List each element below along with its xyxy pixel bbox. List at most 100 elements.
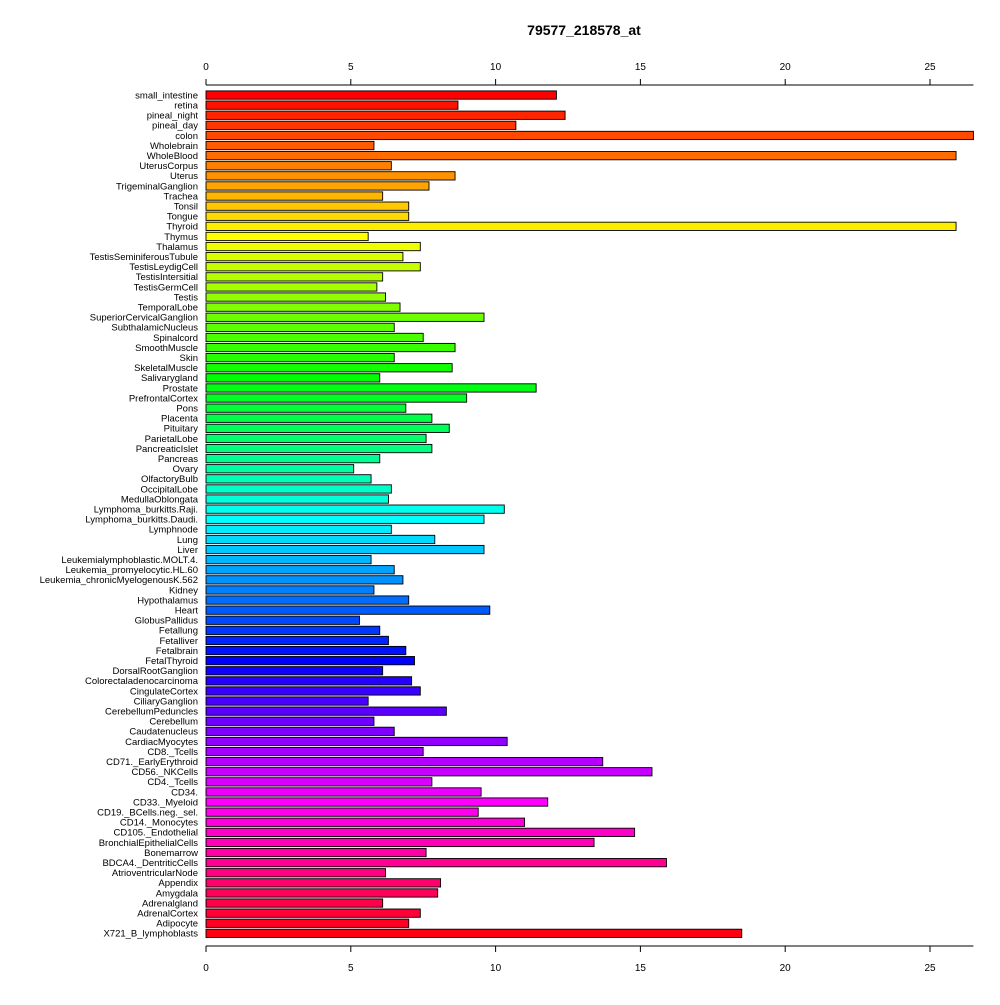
top-tick-label: 25 <box>924 62 936 73</box>
bar <box>205 635 389 646</box>
category-label: Colorectaladenocarcinoma <box>85 676 199 687</box>
category-label: CD71._EarlyErythroid <box>106 757 198 768</box>
bar <box>205 312 485 322</box>
bar <box>205 423 450 433</box>
bar <box>205 393 468 403</box>
bar <box>205 484 392 494</box>
bar <box>205 504 505 514</box>
bar <box>205 342 456 353</box>
category-label: AdrenalCortex <box>137 908 198 919</box>
category-label: CD19._BCells.neg._sel. <box>97 807 198 818</box>
bar <box>205 544 485 555</box>
bar <box>205 454 381 464</box>
bar <box>205 433 427 444</box>
category-label: Lymphnode <box>149 525 198 536</box>
category-label: CiliaryGanglion <box>134 696 198 707</box>
bottom-tick-label: 20 <box>780 963 792 974</box>
bar <box>205 757 604 767</box>
bar <box>205 262 421 272</box>
bar <box>205 736 508 747</box>
bar <box>205 807 479 817</box>
bar <box>205 555 372 565</box>
bar <box>205 908 421 918</box>
bar <box>205 827 636 837</box>
category-label: UterusCorpus <box>139 161 198 172</box>
category-label: Leukemia_chronicMyelogenousK.562 <box>40 575 198 586</box>
category-label: Lymphoma_burkitts.Raji. <box>94 504 198 515</box>
category-label: TestisIntersitial <box>136 272 198 283</box>
bar <box>205 797 549 807</box>
bar <box>205 464 355 474</box>
bar <box>205 191 384 201</box>
category-label: Hypothalamus <box>137 595 198 606</box>
category-label: Fetalliver <box>159 636 198 647</box>
category-label: Bonemarrow <box>144 848 198 859</box>
bar <box>205 888 439 898</box>
category-label: MedullaOblongata <box>121 494 199 505</box>
category-label: PrefrontalCortex <box>129 393 198 404</box>
category-label: pineal_night <box>147 111 199 122</box>
bar <box>205 837 595 848</box>
bar <box>205 625 381 635</box>
category-label: SubthalamicNucleus <box>111 323 198 334</box>
bar <box>205 615 360 625</box>
bar <box>205 231 369 242</box>
bar <box>205 928 743 938</box>
top-tick-label: 20 <box>780 62 792 73</box>
category-label: Pituitary <box>164 424 199 435</box>
bottom-tick-label: 15 <box>635 963 647 974</box>
bottom-tick-label: 25 <box>924 963 936 974</box>
bar <box>205 696 369 706</box>
bar <box>205 383 537 393</box>
bar <box>205 706 447 716</box>
bottom-tick-label: 10 <box>490 963 502 974</box>
category-label: Thyroid <box>166 222 198 233</box>
category-label: Pons <box>176 403 198 414</box>
category-label: CardiacMyocytes <box>125 737 198 748</box>
bar <box>205 373 381 383</box>
bar <box>205 272 384 282</box>
category-label: Amygdala <box>156 888 199 899</box>
bar <box>205 575 404 585</box>
top-tick-label: 10 <box>490 62 502 73</box>
category-label: TestisGermCell <box>134 282 198 293</box>
bar <box>205 817 526 827</box>
category-label: CD4._Tcells <box>147 777 198 788</box>
category-label: Liver <box>177 545 198 556</box>
bar <box>205 777 433 787</box>
category-label: OccipitalLobe <box>140 484 198 495</box>
bar <box>205 302 401 312</box>
bar <box>205 676 413 686</box>
category-label: SkeletalMuscle <box>134 363 198 374</box>
bar <box>205 161 392 171</box>
bar <box>205 363 453 373</box>
bar <box>205 282 378 292</box>
category-label: BronchialEpithelialCells <box>99 838 199 849</box>
bar <box>205 868 387 878</box>
category-label: FetalThyroid <box>145 656 198 667</box>
category-label: Fetalbrain <box>156 646 198 657</box>
category-label: Testis <box>174 292 199 303</box>
category-label: Thalamus <box>156 242 198 253</box>
bar <box>205 686 421 696</box>
category-label: BDCA4._DentriticCells <box>102 858 198 869</box>
category-label: CD56._NKCells <box>131 767 198 778</box>
category-label: Fetallung <box>159 626 198 637</box>
category-label: Tongue <box>167 212 198 223</box>
bar <box>205 353 395 363</box>
category-label: retina <box>174 100 198 111</box>
bars-group <box>205 90 974 938</box>
bar <box>205 120 517 130</box>
bar <box>205 605 491 615</box>
category-label: TemporalLobe <box>138 302 198 313</box>
bar <box>205 413 433 423</box>
bar <box>205 292 387 302</box>
bar <box>205 847 427 858</box>
category-label: Cerebellum <box>149 717 198 728</box>
category-label: SuperiorCervicalGanglion <box>90 313 198 324</box>
bar <box>205 514 485 524</box>
bar <box>205 443 433 454</box>
bar <box>205 322 395 332</box>
bar <box>205 645 407 656</box>
category-label: Lung <box>177 535 198 546</box>
